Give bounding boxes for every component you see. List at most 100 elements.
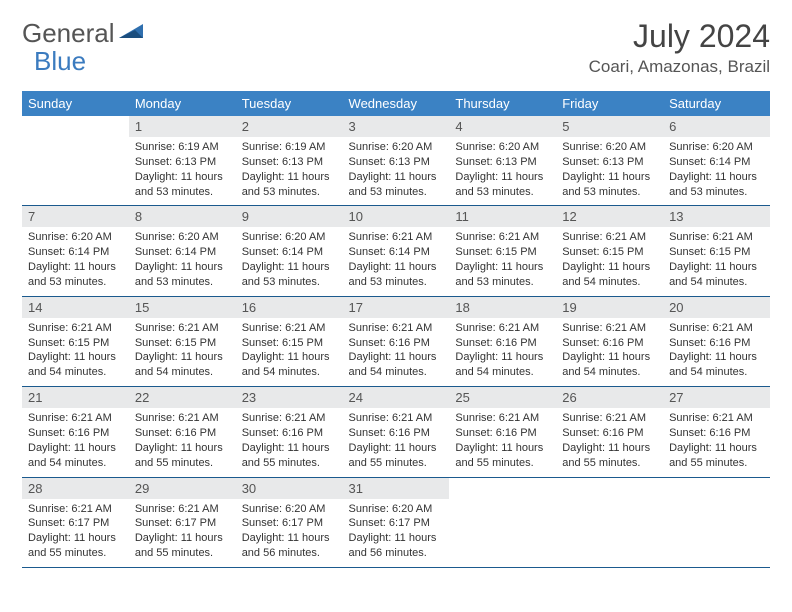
day-details: Sunrise: 6:21 AMSunset: 6:16 PMDaylight:… <box>556 408 663 476</box>
calendar-day-cell: 31Sunrise: 6:20 AMSunset: 6:17 PMDayligh… <box>343 477 450 567</box>
calendar-day-cell: 5Sunrise: 6:20 AMSunset: 6:13 PMDaylight… <box>556 116 663 206</box>
day-line: Sunset: 6:14 PM <box>28 245 123 260</box>
calendar-day-cell: 20Sunrise: 6:21 AMSunset: 6:16 PMDayligh… <box>663 296 770 386</box>
day-line: and 53 minutes. <box>242 275 337 290</box>
day-line: Sunrise: 6:20 AM <box>562 140 657 155</box>
day-line: and 55 minutes. <box>349 456 444 471</box>
day-number: 19 <box>556 297 663 318</box>
logo: General <box>22 18 147 49</box>
day-line: Sunset: 6:13 PM <box>562 155 657 170</box>
day-number <box>22 116 129 122</box>
day-number: 21 <box>22 387 129 408</box>
day-line: Daylight: 11 hours <box>135 531 230 546</box>
day-line: Sunrise: 6:21 AM <box>242 321 337 336</box>
day-number: 2 <box>236 116 343 137</box>
day-line: and 54 minutes. <box>28 456 123 471</box>
day-line: Daylight: 11 hours <box>455 441 550 456</box>
weekday-header: Sunday <box>22 91 129 116</box>
calendar-day-cell: 25Sunrise: 6:21 AMSunset: 6:16 PMDayligh… <box>449 387 556 477</box>
day-line: and 56 minutes. <box>349 546 444 561</box>
day-line: Sunset: 6:14 PM <box>242 245 337 260</box>
day-details: Sunrise: 6:21 AMSunset: 6:16 PMDaylight:… <box>449 318 556 386</box>
calendar-day-cell: 8Sunrise: 6:20 AMSunset: 6:14 PMDaylight… <box>129 206 236 296</box>
weekday-header: Saturday <box>663 91 770 116</box>
day-line: Sunrise: 6:20 AM <box>349 502 444 517</box>
calendar-table: Sunday Monday Tuesday Wednesday Thursday… <box>22 91 770 568</box>
location: Coari, Amazonas, Brazil <box>589 57 770 77</box>
day-line: and 54 minutes. <box>562 275 657 290</box>
day-line: Daylight: 11 hours <box>562 350 657 365</box>
day-number: 12 <box>556 206 663 227</box>
day-number: 23 <box>236 387 343 408</box>
day-number: 18 <box>449 297 556 318</box>
day-line: and 54 minutes. <box>242 365 337 380</box>
day-line: Sunset: 6:16 PM <box>242 426 337 441</box>
day-line: and 54 minutes. <box>135 365 230 380</box>
day-details: Sunrise: 6:21 AMSunset: 6:16 PMDaylight:… <box>663 318 770 386</box>
day-line: and 54 minutes. <box>349 365 444 380</box>
day-line: Sunrise: 6:19 AM <box>242 140 337 155</box>
day-line: Sunset: 6:16 PM <box>349 336 444 351</box>
day-line: Sunset: 6:17 PM <box>28 516 123 531</box>
calendar-day-cell: 11Sunrise: 6:21 AMSunset: 6:15 PMDayligh… <box>449 206 556 296</box>
calendar-day-cell: 21Sunrise: 6:21 AMSunset: 6:16 PMDayligh… <box>22 387 129 477</box>
day-details: Sunrise: 6:21 AMSunset: 6:16 PMDaylight:… <box>343 318 450 386</box>
day-line: and 54 minutes. <box>669 365 764 380</box>
day-line: Sunrise: 6:21 AM <box>28 502 123 517</box>
day-line: Daylight: 11 hours <box>562 441 657 456</box>
day-details: Sunrise: 6:20 AMSunset: 6:14 PMDaylight:… <box>129 227 236 295</box>
calendar-week-row: 1Sunrise: 6:19 AMSunset: 6:13 PMDaylight… <box>22 116 770 206</box>
day-line: Sunrise: 6:21 AM <box>562 321 657 336</box>
day-number <box>556 478 663 484</box>
day-number: 24 <box>343 387 450 408</box>
day-details: Sunrise: 6:19 AMSunset: 6:13 PMDaylight:… <box>129 137 236 205</box>
day-line: Sunrise: 6:20 AM <box>135 230 230 245</box>
day-line: Sunset: 6:14 PM <box>135 245 230 260</box>
day-line: Sunset: 6:14 PM <box>349 245 444 260</box>
weekday-header: Wednesday <box>343 91 450 116</box>
day-line: Sunset: 6:16 PM <box>455 336 550 351</box>
day-line: Sunrise: 6:21 AM <box>455 411 550 426</box>
day-line: and 53 minutes. <box>669 185 764 200</box>
day-number: 9 <box>236 206 343 227</box>
calendar-day-cell <box>663 477 770 567</box>
day-details: Sunrise: 6:21 AMSunset: 6:15 PMDaylight:… <box>236 318 343 386</box>
calendar-day-cell: 15Sunrise: 6:21 AMSunset: 6:15 PMDayligh… <box>129 296 236 386</box>
day-line: Sunset: 6:16 PM <box>669 336 764 351</box>
day-line: Sunrise: 6:20 AM <box>455 140 550 155</box>
day-line: Sunrise: 6:21 AM <box>669 321 764 336</box>
calendar-day-cell: 26Sunrise: 6:21 AMSunset: 6:16 PMDayligh… <box>556 387 663 477</box>
day-line: Sunrise: 6:21 AM <box>562 230 657 245</box>
day-number: 1 <box>129 116 236 137</box>
day-number: 11 <box>449 206 556 227</box>
day-line: Sunset: 6:13 PM <box>455 155 550 170</box>
calendar-day-cell <box>556 477 663 567</box>
day-line: Sunset: 6:16 PM <box>28 426 123 441</box>
logo-text-2: Blue <box>34 46 86 77</box>
day-line: Sunrise: 6:21 AM <box>242 411 337 426</box>
day-number: 17 <box>343 297 450 318</box>
day-line: Sunset: 6:13 PM <box>349 155 444 170</box>
day-line: Sunrise: 6:21 AM <box>135 502 230 517</box>
day-details: Sunrise: 6:19 AMSunset: 6:13 PMDaylight:… <box>236 137 343 205</box>
day-line: and 55 minutes. <box>562 456 657 471</box>
day-line: Daylight: 11 hours <box>242 170 337 185</box>
day-number: 27 <box>663 387 770 408</box>
header: General July 2024 Coari, Amazonas, Brazi… <box>22 18 770 77</box>
weekday-header: Tuesday <box>236 91 343 116</box>
day-number: 25 <box>449 387 556 408</box>
day-line: Daylight: 11 hours <box>455 260 550 275</box>
day-line: Sunrise: 6:21 AM <box>135 321 230 336</box>
day-line: Sunrise: 6:21 AM <box>455 230 550 245</box>
day-line: and 54 minutes. <box>669 275 764 290</box>
day-details: Sunrise: 6:21 AMSunset: 6:16 PMDaylight:… <box>22 408 129 476</box>
day-line: Daylight: 11 hours <box>349 441 444 456</box>
day-details: Sunrise: 6:21 AMSunset: 6:15 PMDaylight:… <box>22 318 129 386</box>
day-line: Daylight: 11 hours <box>349 531 444 546</box>
day-line: Sunset: 6:16 PM <box>562 336 657 351</box>
day-line: Daylight: 11 hours <box>28 441 123 456</box>
day-line: Daylight: 11 hours <box>455 170 550 185</box>
day-number: 14 <box>22 297 129 318</box>
day-number: 3 <box>343 116 450 137</box>
day-line: Sunset: 6:17 PM <box>135 516 230 531</box>
